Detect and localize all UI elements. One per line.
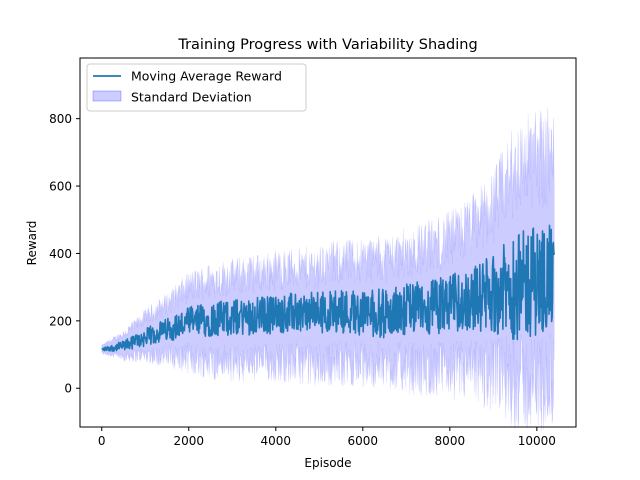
y-axis: 0 200 400 600 800 [49, 112, 80, 396]
x-axis: 0 2000 4000 6000 8000 10000 [98, 427, 556, 448]
y-tick-label: 800 [49, 112, 72, 126]
legend-swatch-std-dev [92, 90, 122, 102]
x-tick-label: 8000 [435, 434, 466, 448]
chart-title: Training Progress with Variability Shadi… [177, 37, 477, 53]
legend-label-std-dev: Standard Deviation [131, 90, 252, 105]
x-tick-label: 4000 [261, 434, 292, 448]
y-tick-label: 600 [49, 180, 72, 194]
std-dev-band [101, 107, 555, 432]
y-tick-label: 400 [49, 247, 72, 261]
legend-label-moving-average: Moving Average Reward [131, 69, 282, 84]
y-tick-label: 200 [49, 314, 72, 328]
x-tick-label: 0 [98, 434, 106, 448]
legend-frame [86, 63, 307, 112]
x-tick-label: 10000 [518, 434, 556, 448]
plot-frame [79, 57, 577, 428]
moving-average-line [101, 224, 555, 352]
plot-area [101, 107, 555, 432]
y-axis-label: Reward [25, 221, 39, 266]
y-tick-label: 0 [64, 382, 72, 396]
x-tick-label: 6000 [348, 434, 379, 448]
x-axis-label: Episode [304, 456, 351, 470]
x-tick-label: 2000 [173, 434, 204, 448]
legend: Moving Average Reward Standard Deviation [86, 63, 307, 112]
